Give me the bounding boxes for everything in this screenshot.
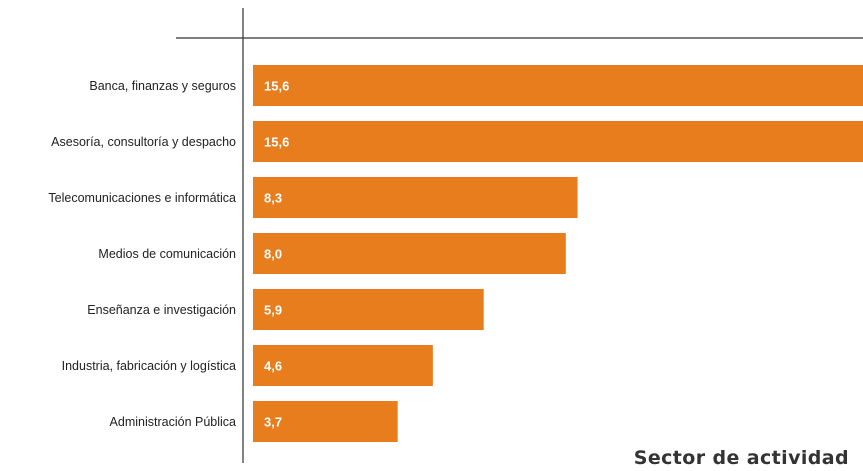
value-label-6: 3,7 — [264, 415, 282, 430]
category-label-4: Enseñanza e investigación — [87, 303, 236, 317]
bar-3 — [253, 233, 566, 274]
category-label-2: Telecomunicaciones e informática — [48, 191, 236, 205]
value-label-2: 8,3 — [264, 191, 282, 206]
category-label-0: Banca, finanzas y seguros — [89, 79, 236, 93]
bar-4 — [253, 289, 484, 330]
value-label-0: 15,6 — [264, 79, 289, 94]
value-label-5: 4,6 — [264, 359, 282, 374]
value-label-3: 8,0 — [264, 247, 282, 262]
bar-5 — [253, 345, 433, 386]
category-label-6: Administración Pública — [110, 415, 236, 429]
chart-title: Sector de actividad — [633, 447, 849, 469]
category-label-5: Industria, fabricación y logística — [62, 359, 236, 373]
bar-6 — [253, 401, 398, 442]
bars-group: Banca, finanzas y seguros 15,6 Asesoría, c… — [48, 65, 863, 442]
category-label-1: Asesoría, consultoría y despacho — [51, 135, 236, 149]
value-label-1: 15,6 — [264, 135, 289, 150]
bar-0 — [253, 65, 863, 106]
bar-2 — [253, 177, 578, 218]
category-label-3: Medios de comunicación — [98, 247, 236, 261]
value-label-4: 5,9 — [264, 303, 282, 318]
bar-1 — [253, 121, 863, 162]
